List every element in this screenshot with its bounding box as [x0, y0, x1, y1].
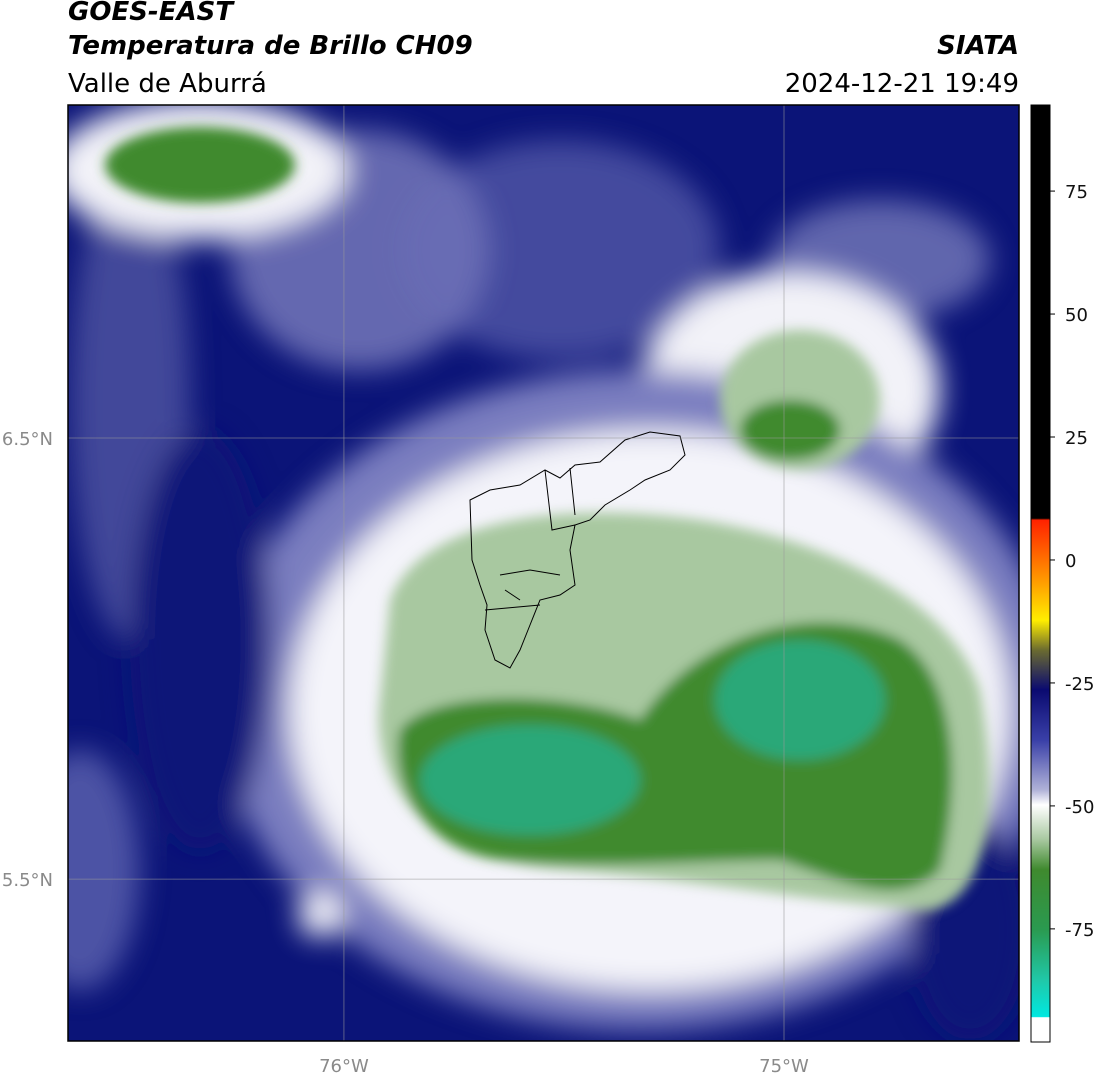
grid: [68, 105, 1019, 1041]
timestamp: 2024-12-21 19:49: [785, 69, 1019, 99]
region: Valle de Aburrá: [68, 69, 267, 99]
municipal-boundaries: [469, 431, 686, 669]
y-tick-label: 5.5°N: [2, 870, 53, 891]
x-tick-label: 76°W: [319, 1056, 369, 1077]
colorbar-tick-label: 50: [1065, 305, 1088, 326]
map-frame: [67, 104, 1020, 1042]
subtitle: Temperatura de Brillo CH09: [68, 31, 473, 61]
colorbar-tick-label: -25: [1065, 674, 1094, 695]
colorbar-tick-label: -50: [1065, 797, 1094, 818]
colorbar-tick-label: -75: [1065, 920, 1094, 941]
colorbar-tick-label: 0: [1065, 551, 1076, 572]
colorbar-tick-label: 25: [1065, 428, 1088, 449]
y-tick-label: 6.5°N: [2, 429, 53, 450]
satellite-image: [68, 105, 1019, 1041]
source: SIATA: [937, 31, 1019, 61]
colorbar: [1030, 104, 1051, 1043]
x-tick-label: 75°W: [759, 1056, 809, 1077]
colorbar-tick-label: 75: [1065, 182, 1088, 203]
title: GOES-EAST: [68, 0, 235, 27]
